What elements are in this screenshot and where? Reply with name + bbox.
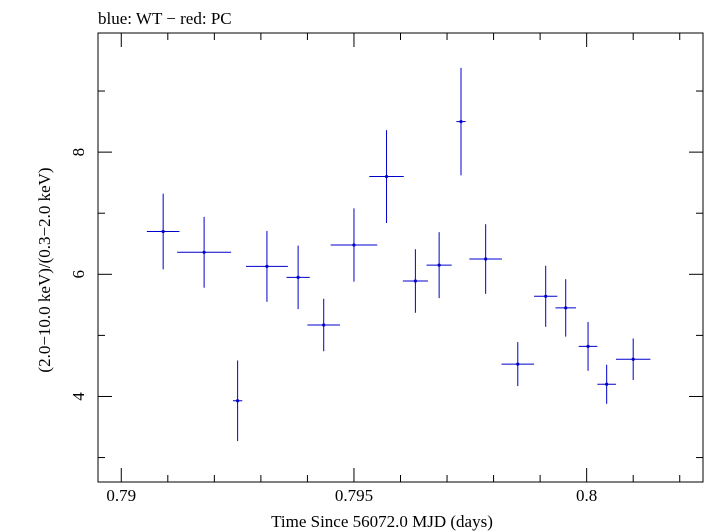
data-point: [177, 216, 232, 288]
point-marker: [459, 119, 463, 124]
point-marker: [437, 263, 441, 267]
data-point: [307, 298, 340, 352]
data-point: [615, 338, 651, 380]
data-point: [369, 130, 404, 223]
x-tick-label: 0.79: [106, 486, 136, 505]
point-marker: [161, 229, 165, 234]
data-point: [469, 224, 502, 294]
y-tick-label: 6: [69, 270, 88, 279]
data-point: [555, 279, 576, 337]
data-point: [597, 364, 616, 404]
data-point: [232, 360, 243, 442]
x-tick-label: 0.8: [576, 486, 597, 505]
data-point: [426, 232, 452, 299]
x-tick-label: 0.795: [335, 486, 373, 505]
data-point: [402, 249, 428, 313]
data-point: [286, 245, 310, 310]
point-marker: [202, 250, 206, 254]
point-marker: [352, 243, 356, 247]
point-marker: [484, 257, 488, 261]
point-marker: [265, 264, 269, 268]
point-marker: [516, 362, 520, 366]
point-marker: [236, 399, 240, 403]
chart-title: blue: WT − red: PC: [98, 9, 232, 28]
point-marker: [384, 174, 389, 179]
y-tick-label: 8: [69, 148, 88, 157]
point-marker: [544, 294, 548, 298]
data-point: [534, 265, 558, 327]
point-marker: [296, 275, 300, 279]
point-marker: [413, 279, 417, 283]
data-point: [456, 67, 466, 176]
data-point: [330, 208, 378, 282]
y-axis-label: (2.0−10.0 keV)/(0.3−2.0 keV): [35, 167, 54, 372]
point-marker: [586, 344, 590, 348]
data-point: [578, 321, 598, 371]
plot-frame: [97, 32, 704, 483]
x-axis-label: Time Since 56072.0 MJD (days): [271, 512, 493, 531]
point-marker: [631, 357, 635, 361]
data-point: [501, 342, 535, 387]
y-tick-label: 4: [69, 392, 88, 401]
point-marker: [605, 382, 609, 386]
data-point: [245, 230, 288, 302]
x-axis-ticks: 0.79 0.795 0.8: [106, 33, 681, 505]
y-axis-ticks: 4 6 8: [69, 90, 703, 459]
point-marker: [564, 306, 568, 310]
point-marker: [322, 323, 326, 327]
data-point: [146, 193, 180, 270]
data-points: [146, 67, 651, 442]
